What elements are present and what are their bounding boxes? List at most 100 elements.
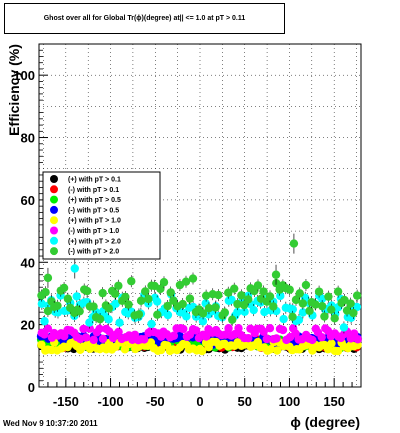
data-point [224, 324, 233, 333]
data-point [111, 299, 120, 308]
legend-label: (+) with pT > 1.0 [68, 218, 121, 225]
data-point [75, 307, 84, 316]
x-tick-label: 50 [237, 394, 251, 409]
legend-label: (-) with pT > 0.1 [68, 187, 119, 194]
legend-label: (-) with pT > 1.0 [68, 228, 119, 235]
series-5 [37, 323, 362, 345]
data-point [259, 287, 268, 296]
data-point [214, 290, 223, 300]
data-point [140, 335, 149, 344]
data-point [220, 308, 229, 317]
data-point [327, 339, 336, 348]
data-point [114, 327, 123, 337]
data-point [85, 344, 95, 353]
data-point [169, 331, 179, 340]
data-point [41, 287, 50, 297]
data-point [60, 331, 69, 341]
data-point [349, 308, 358, 318]
data-point [317, 301, 327, 311]
axis-layer: 0 20 40 60 80 100 -150 -100 -50 0 50 100 150 [13, 49, 362, 409]
data-point [188, 274, 198, 283]
data-point [279, 314, 288, 324]
data-point [224, 288, 233, 297]
legend: (+) with pT > 0.1 (-) with pT > 0.1 (+) wi… [42, 171, 161, 260]
data-point [289, 239, 299, 248]
data-point [95, 314, 105, 324]
x-tick-label: 150 [323, 394, 345, 409]
data-point [202, 332, 211, 341]
data-point [294, 315, 304, 325]
data-point [308, 335, 317, 345]
legend-marker [50, 226, 58, 235]
data-point [230, 284, 239, 293]
data-point [265, 292, 275, 301]
data-point [295, 289, 304, 298]
data-point [311, 300, 320, 309]
data-point [141, 287, 150, 296]
x-tick-label: 100 [279, 394, 301, 409]
data-point [37, 299, 47, 309]
legend-marker [50, 205, 58, 214]
data-point [253, 281, 263, 290]
data-point [298, 308, 308, 317]
data-point [272, 346, 282, 355]
data-point [278, 325, 288, 335]
legend-marker [50, 216, 58, 225]
data-point [43, 306, 53, 316]
data-point [249, 305, 258, 315]
data-point [288, 312, 297, 322]
title-box: Ghost over all for Global Tr(ϕ)(degree) … [4, 3, 285, 34]
timestamp: Wed Nov 9 10:37:20 2011 [3, 419, 98, 428]
data-point [127, 277, 136, 286]
data-point [211, 303, 220, 312]
data-point [43, 324, 53, 333]
data-point [79, 324, 88, 334]
data-point [104, 315, 113, 324]
legend-label: (-) with pT > 0.5 [68, 207, 119, 214]
data-point [269, 302, 278, 311]
data-point [276, 291, 285, 301]
data-point [198, 309, 208, 318]
data-point [272, 334, 281, 343]
legend-label: (+) with pT > 0.5 [68, 197, 121, 204]
data-point [82, 286, 92, 296]
data-point [298, 299, 308, 308]
data-point [327, 305, 336, 314]
y-tick-label: 60 [21, 193, 35, 208]
data-point [346, 299, 355, 308]
data-point [271, 270, 281, 279]
data-point [339, 323, 349, 332]
data-point [181, 277, 191, 286]
data-point [121, 292, 130, 302]
data-point [98, 288, 107, 298]
data-point [59, 283, 69, 293]
legend-marker [50, 236, 58, 245]
data-layer [36, 233, 363, 356]
data-point [89, 302, 98, 311]
data-point [147, 319, 156, 329]
data-point [185, 294, 195, 303]
data-point [156, 284, 165, 294]
data-point [352, 291, 362, 300]
x-tick-label: 0 [196, 394, 203, 409]
legend-label: (+) with pT > 0.1 [68, 177, 121, 184]
data-point [81, 333, 91, 342]
data-point [166, 288, 175, 297]
y-tick-label: 0 [28, 380, 35, 395]
data-point [204, 304, 214, 313]
x-tick-label: -50 [146, 394, 165, 409]
data-point [136, 296, 146, 305]
x-tick-label: -100 [98, 394, 124, 409]
data-point [330, 314, 339, 323]
data-point [333, 287, 343, 296]
legend-marker [50, 195, 58, 204]
data-point [301, 280, 311, 290]
series-7 [37, 272, 362, 326]
data-point [340, 295, 349, 305]
data-point [262, 334, 271, 344]
y-tick-label: 80 [21, 131, 35, 146]
data-point [233, 307, 242, 317]
data-point [285, 285, 294, 294]
